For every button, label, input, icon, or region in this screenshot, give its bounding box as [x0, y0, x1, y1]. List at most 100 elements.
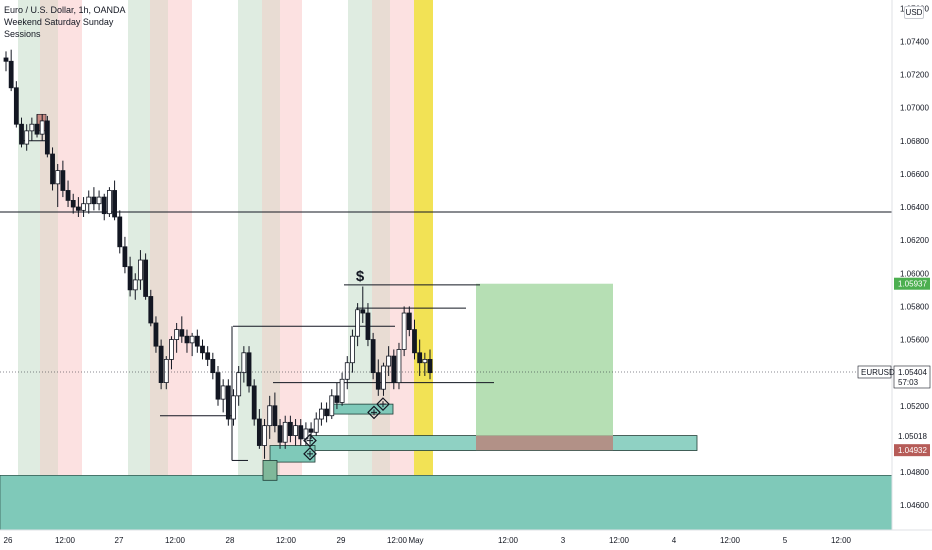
candle	[29, 123, 35, 132]
candle	[112, 190, 117, 218]
diamond-marker	[303, 433, 317, 448]
candle	[70, 200, 76, 208]
candle	[24, 130, 30, 145]
candle	[13, 87, 19, 125]
price-label-box	[894, 277, 930, 290]
symbol-title[interactable]: Euro / U.S. Dollar, 1h, OANDA	[4, 5, 126, 15]
symbol-tag-box	[857, 365, 892, 379]
y-tick-label: 1.05600	[900, 336, 929, 345]
candle	[215, 372, 221, 400]
x-tick-label: 28	[226, 536, 235, 545]
y-tick-label: 1.04600	[900, 501, 929, 510]
candle	[153, 322, 159, 347]
candle	[210, 359, 216, 374]
candle	[107, 190, 112, 215]
candle	[8, 60, 14, 89]
candle	[184, 335, 190, 344]
candle	[370, 339, 376, 374]
candle	[81, 203, 86, 211]
currency-badge[interactable]: USD	[904, 6, 924, 19]
candle	[334, 395, 340, 403]
candle	[75, 206, 81, 211]
candle	[44, 120, 50, 155]
candle	[55, 170, 61, 185]
candle	[50, 153, 55, 185]
indicator-weekend[interactable]: Weekend Saturday Sunday	[4, 17, 114, 27]
candle	[225, 385, 231, 420]
candle	[350, 335, 355, 364]
candle	[287, 421, 293, 436]
candle	[381, 365, 386, 390]
session-band-london	[18, 0, 40, 530]
y-tick-label: 1.06200	[900, 236, 929, 245]
candle	[148, 296, 154, 324]
session-band-overlap	[372, 0, 390, 530]
candle	[246, 352, 252, 387]
candle	[256, 418, 262, 446]
candle	[169, 339, 174, 360]
y-tick-label: 1.04800	[900, 468, 929, 477]
diamond-marker-cross	[380, 401, 386, 408]
candle	[19, 123, 24, 145]
x-tick-label: 29	[337, 536, 346, 545]
candle	[344, 362, 350, 380]
candle	[298, 425, 304, 440]
candle	[360, 309, 366, 314]
session-band-overlap	[40, 0, 58, 530]
session-band-overlap	[150, 0, 168, 530]
y-tick-label: 1.05800	[900, 302, 929, 311]
candle	[396, 349, 402, 383]
session-band-newyork	[168, 0, 192, 530]
candle	[339, 378, 345, 403]
candle	[194, 335, 200, 347]
session-band-overlap	[262, 0, 280, 530]
candle	[329, 395, 335, 417]
candle	[132, 279, 138, 291]
candle	[91, 196, 97, 205]
x-tick-label: 4	[672, 536, 677, 545]
candle	[205, 352, 211, 360]
indicator-sessions[interactable]: Sessions	[4, 29, 41, 39]
candle	[355, 309, 361, 337]
demand-zone-small	[269, 445, 316, 463]
candle	[406, 312, 412, 330]
candle	[324, 408, 329, 417]
candle	[241, 352, 247, 374]
diamond-marker-cross	[371, 409, 377, 416]
candle	[401, 312, 407, 350]
candle	[319, 408, 324, 420]
candle	[267, 405, 273, 427]
candle	[101, 196, 107, 215]
candle	[117, 216, 123, 248]
price-label-box	[894, 429, 930, 442]
candle	[39, 120, 45, 135]
candle	[200, 345, 205, 354]
candle	[158, 345, 164, 383]
price-label: 1.05404	[898, 368, 927, 377]
symbol-tag: EURUSD	[861, 368, 895, 377]
time-axis	[0, 530, 932, 550]
price-label: 1.05018	[898, 432, 927, 441]
y-tick-label: 1.07200	[900, 71, 929, 80]
x-tick-label: 5	[783, 536, 788, 545]
price-label: 1.04932	[898, 446, 927, 455]
y-tick-label: 1.06000	[900, 269, 929, 278]
candle	[189, 335, 195, 344]
x-tick-label: 12:00	[609, 536, 630, 545]
candle	[65, 190, 71, 201]
candle	[313, 418, 319, 433]
price-label: 1.05937	[898, 280, 927, 289]
diamond-marker-cross	[307, 450, 313, 457]
session-band-newyork	[58, 0, 82, 530]
take-profit-zone	[476, 283, 613, 436]
diamond-marker-cross	[307, 437, 313, 444]
y-tick-label: 1.05200	[900, 402, 929, 411]
price-label-box	[894, 444, 930, 457]
y-tick-label: 1.07400	[900, 37, 929, 46]
candle	[308, 428, 314, 433]
candle	[412, 329, 417, 354]
candle	[391, 355, 397, 383]
y-tick-label: 1.06400	[900, 203, 929, 212]
candle	[34, 123, 40, 135]
